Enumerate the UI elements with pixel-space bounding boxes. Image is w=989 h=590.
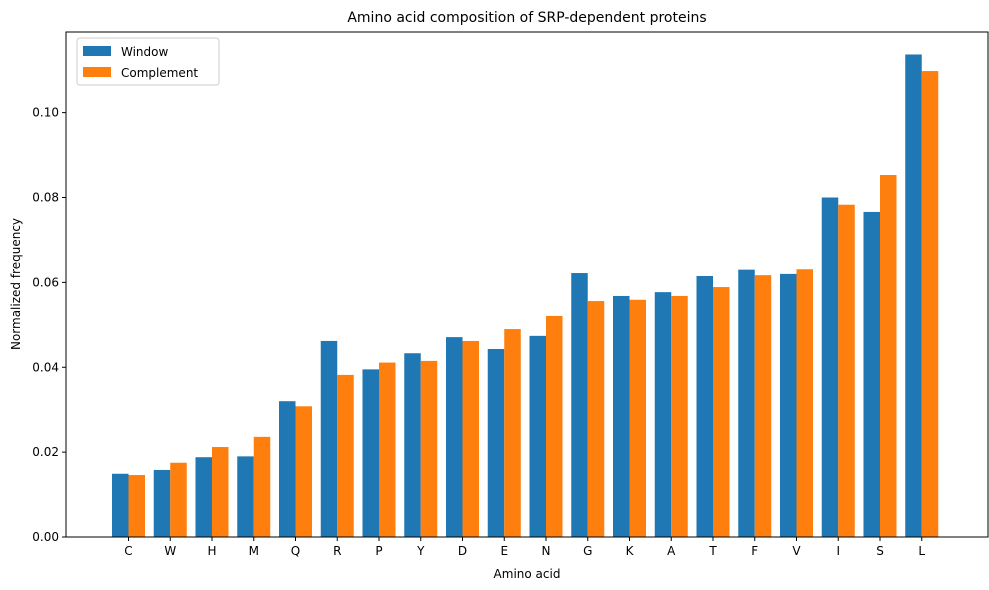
legend: Window Complement <box>76 37 220 86</box>
legend-swatch-complement <box>83 67 111 77</box>
bar-complement-H <box>212 447 229 537</box>
bar-complement-T <box>713 287 730 537</box>
y-tick-label: 0.00 <box>32 530 59 544</box>
bar-complement-D <box>462 340 479 537</box>
x-tick-label: S <box>876 544 884 558</box>
plot-area <box>112 54 939 538</box>
bar-window-R <box>320 340 338 537</box>
bar-window-F <box>738 269 755 537</box>
y-axis-label: Normalized frequency <box>9 218 23 350</box>
x-tick-label: I <box>836 544 840 558</box>
bar-complement-P <box>379 362 396 537</box>
chart-title: Amino acid composition of SRP-dependent … <box>347 10 706 26</box>
legend-swatch-window <box>83 46 111 56</box>
bar-window-T <box>696 276 713 537</box>
bar-complement-Q <box>295 406 312 537</box>
y-tick-label: 0.06 <box>32 275 59 289</box>
bar-complement-N <box>546 315 563 537</box>
bar-complement-G <box>587 301 605 537</box>
x-tick-label: C <box>124 544 132 558</box>
bar-complement-C <box>128 475 145 537</box>
bar-complement-S <box>880 175 897 537</box>
bar-complement-E <box>504 329 521 537</box>
x-axis-label: Amino acid <box>494 567 561 581</box>
bar-window-W <box>153 469 171 537</box>
bar-window-H <box>195 457 212 537</box>
bar-window-Y <box>404 353 421 537</box>
bar-complement-M <box>253 436 271 537</box>
x-tick-label: L <box>918 544 925 558</box>
x-tick-label: R <box>333 544 341 558</box>
bar-complement-K <box>629 299 646 537</box>
bar-window-V <box>780 273 797 537</box>
x-tick-label: P <box>375 544 382 558</box>
bar-complement-F <box>754 275 772 537</box>
y-tick-label: 0.08 <box>32 191 59 205</box>
x-tick-label: W <box>164 544 176 558</box>
bar-window-D <box>446 337 463 537</box>
x-tick-label: Q <box>291 544 300 558</box>
bar-window-K <box>613 295 630 537</box>
bar-complement-V <box>796 269 813 537</box>
legend-box <box>76 37 220 86</box>
x-tick-label: E <box>500 544 508 558</box>
x-tick-label: V <box>792 544 801 558</box>
bar-window-A <box>654 292 672 537</box>
y-tick-label: 0.04 <box>32 360 59 374</box>
x-tick-label: A <box>667 544 676 558</box>
bar-window-E <box>487 349 505 537</box>
x-tick-label: T <box>708 544 717 558</box>
bar-window-M <box>237 456 254 537</box>
y-tick-label: 0.02 <box>32 445 59 459</box>
bar-window-N <box>529 335 546 537</box>
bar-window-C <box>112 473 129 537</box>
x-tick-label: Y <box>416 544 425 558</box>
x-tick-label: G <box>583 544 592 558</box>
bar-window-P <box>362 369 379 537</box>
y-tick-label: 0.10 <box>32 106 59 120</box>
x-tick-label: K <box>626 544 635 558</box>
axes-frame <box>65 31 989 538</box>
bar-window-Q <box>279 401 296 537</box>
bar-complement-R <box>337 374 354 537</box>
y-axis: 0.00 0.02 0.04 0.06 0.08 0.10 <box>32 106 66 544</box>
bar-window-I <box>821 197 839 537</box>
legend-label-window: Window <box>121 45 169 59</box>
bar-complement-W <box>170 462 187 537</box>
bar-window-S <box>863 211 880 537</box>
bar-window-G <box>571 273 588 537</box>
bar-complement-I <box>838 204 855 537</box>
bar-window-L <box>905 54 922 538</box>
x-tick-label: M <box>249 544 259 558</box>
x-tick-label: D <box>458 544 467 558</box>
x-tick-label: N <box>542 544 551 558</box>
x-tick-label: F <box>751 544 758 558</box>
x-tick-label: H <box>207 544 216 558</box>
bar-complement-Y <box>420 360 438 537</box>
legend-label-complement: Complement <box>121 66 198 80</box>
bar-complement-L <box>921 71 939 537</box>
bar-complement-A <box>671 295 688 537</box>
